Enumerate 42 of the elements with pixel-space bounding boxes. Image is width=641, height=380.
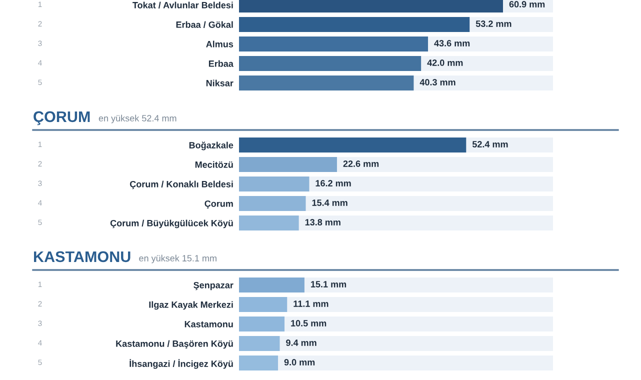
y-tick-label: Boğazkale — [189, 142, 234, 150]
data-label: 40.3 mm — [420, 79, 456, 86]
y-tick-label: Erbaa / Gökal — [176, 21, 233, 28]
y-tick-label: Erbaa — [208, 60, 234, 67]
bar — [239, 196, 306, 212]
y-tick-label: Çorum — [204, 200, 233, 209]
data-label: 9.0 mm — [284, 359, 315, 366]
data-label: 52.4 mm — [472, 141, 508, 148]
bar — [239, 316, 285, 332]
bar — [239, 336, 280, 352]
bar — [239, 277, 304, 293]
bar — [239, 176, 310, 192]
data-label: 11.1 mm — [294, 300, 328, 307]
y-tick-label: Ilgaz Kayak Merkezi — [149, 301, 233, 310]
chart-subtitle: en yüksek 15.1 mm — [139, 254, 216, 264]
y-tick-label: Mecitözü — [195, 161, 233, 168]
bar — [239, 215, 299, 231]
bar — [239, 355, 278, 371]
y-tick-label: Tokat / Avlunlar Beldesi — [132, 2, 233, 8]
data-label: 15.4 mm — [312, 200, 348, 206]
data-label: 43.6 mm — [434, 40, 470, 46]
data-label: 9.4 mm — [286, 340, 316, 346]
text: en yüksek 52.4 mm — [98, 114, 176, 124]
data-label: 60.9 mm — [509, 1, 545, 8]
data-label: 42.0 mm — [427, 60, 463, 66]
data-label: 22.6 mm — [343, 160, 379, 167]
y-tick-label: İhsangazi / İncigez Köyü — [130, 359, 233, 369]
y-tick-label: Almus — [206, 40, 234, 48]
y-tick-label: Çorum / Büyükgülücek Köyü — [110, 220, 233, 228]
text: KASTAMONU — [34, 251, 130, 262]
y-tick-label: Şenpazar — [194, 282, 234, 290]
y-tick-label: Çorum / Konaklı Beldesi — [130, 180, 233, 190]
data-label: 16.2 mm — [316, 180, 351, 186]
data-label: 53.2 mm — [476, 20, 512, 27]
data-label: 15.1 mm — [311, 281, 346, 288]
data-label: 13.8 mm — [305, 219, 340, 226]
y-tick-label: Kastamonu — [184, 321, 233, 328]
bar — [239, 296, 288, 312]
text: ÇORUM — [34, 111, 90, 126]
data-label: 10.5 mm — [291, 320, 326, 326]
y-tick-label: Niksar — [206, 80, 234, 86]
y-tick-label: Kastamonu / Başören Köyü — [116, 340, 233, 349]
